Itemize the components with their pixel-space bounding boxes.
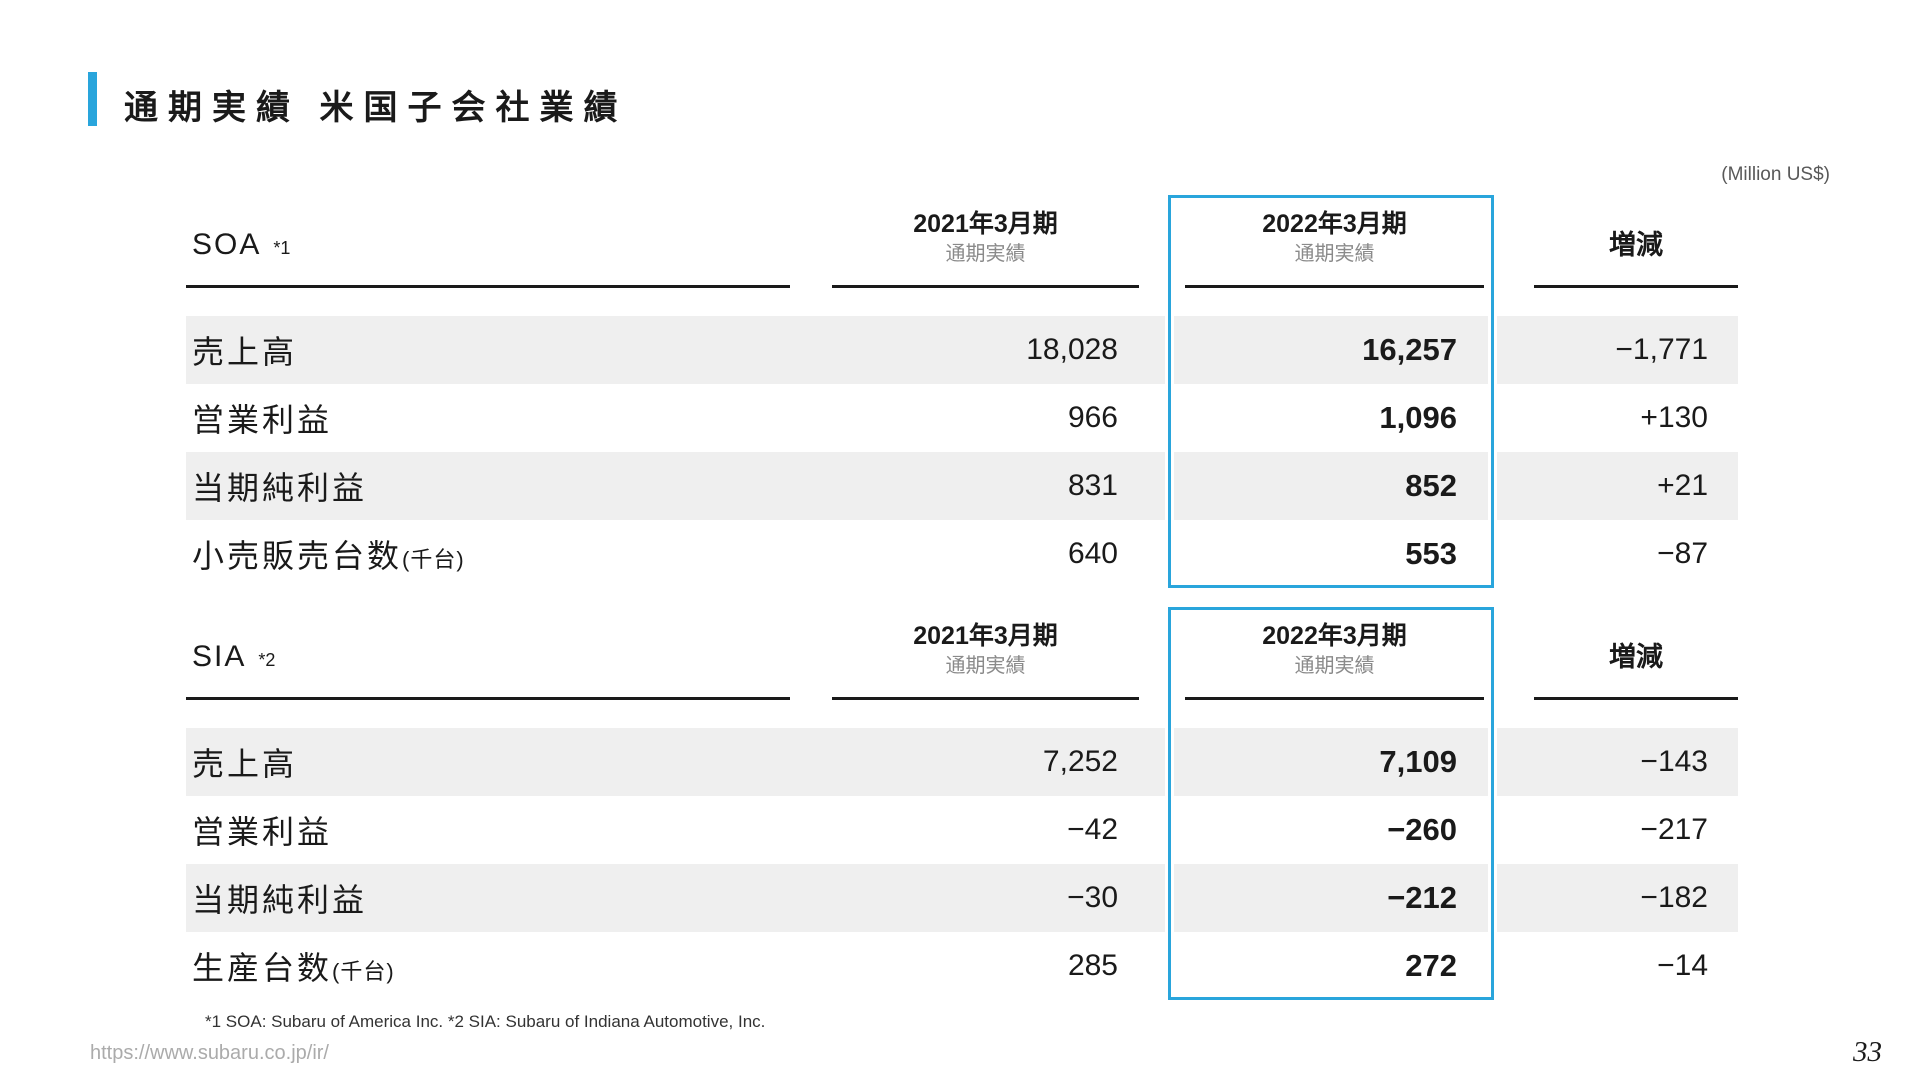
soa-col-change-header: 増減: [1609, 230, 1663, 260]
table-row: 生産台数(千台) 285 272 −14: [186, 932, 1738, 1000]
change-value: −182: [1640, 881, 1708, 914]
fy2022-value: 553: [1405, 536, 1457, 571]
table-row: 売上高 7,252 7,109 −143: [186, 728, 1738, 796]
footnote: *1 SOA: Subaru of America Inc. *2 SIA: S…: [205, 1012, 766, 1031]
change-value: −14: [1657, 949, 1708, 982]
table-row: 当期純利益 −30 −212 −182: [186, 864, 1738, 932]
row-label-unit: (千台): [402, 547, 465, 572]
sia-col-change-header: 増減: [1609, 642, 1663, 672]
fy2022-value: 272: [1405, 948, 1457, 983]
title-accent-bar: [88, 72, 97, 126]
change-value: −1,771: [1615, 333, 1708, 366]
change-value: +130: [1640, 401, 1708, 434]
row-label: 当期純利益: [192, 882, 368, 918]
unit-note: (Million US$): [1721, 164, 1830, 185]
row-label: 生産台数: [192, 950, 333, 986]
soa-col-fy2022-title: 2022年3月期: [1262, 210, 1407, 238]
page-number: 33: [1853, 1036, 1882, 1068]
change-value: −87: [1657, 537, 1708, 570]
fy2021-value: 18,028: [1026, 333, 1118, 366]
fy2022-value: −212: [1387, 880, 1457, 915]
row-label: 当期純利益: [192, 470, 368, 506]
page-title: 通期実績 米国子会社業績: [124, 89, 628, 127]
sia-col-fy2021-header: 2021年3月期 通期実績: [832, 622, 1139, 677]
change-value: −143: [1640, 745, 1708, 778]
soa-col-fy2021-title: 2021年3月期: [913, 210, 1058, 238]
sia-footnote-ref: *2: [258, 650, 276, 670]
soa-name-label: SOA: [192, 228, 262, 261]
sia-col-fy2022-header: 2022年3月期 通期実績: [1185, 622, 1484, 677]
source-url: https://www.subaru.co.jp/ir/: [90, 1042, 329, 1064]
fy2022-value: −260: [1387, 812, 1457, 847]
row-label: 営業利益: [192, 814, 333, 850]
sia-name-label: SIA: [192, 640, 247, 673]
fy2022-value: 7,109: [1379, 744, 1457, 779]
sia-underline-fy2021: [832, 697, 1139, 700]
fy2022-value: 852: [1405, 468, 1457, 503]
table-row: 営業利益 966 1,096 +130: [186, 384, 1738, 452]
sia-table-name: SIA *2: [192, 640, 275, 674]
change-value: +21: [1657, 469, 1708, 502]
table-row: 営業利益 −42 −260 −217: [186, 796, 1738, 864]
sia-underline-fy2022: [1185, 697, 1484, 700]
row-label: 営業利益: [192, 402, 333, 438]
sia-col-fy2022-subtitle: 通期実績: [1294, 654, 1375, 677]
fy2021-value: 831: [1067, 469, 1118, 502]
soa-col-fy2021-subtitle: 通期実績: [945, 242, 1026, 265]
soa-col-fy2021-header: 2021年3月期 通期実績: [832, 210, 1139, 265]
sia-table: SIA *2 2021年3月期 通期実績 2022年3月期 通期実績 増減 売上高…: [186, 607, 1738, 1000]
soa-table-body: 売上高 18,028 16,257 −1,771 営業利益 966 1,096 …: [186, 316, 1738, 588]
fy2021-value: 966: [1067, 401, 1118, 434]
fy2021-value: 640: [1067, 537, 1118, 570]
row-label: 売上高: [192, 746, 298, 782]
fy2021-value: −42: [1067, 813, 1118, 846]
fy2021-value: 7,252: [1042, 745, 1118, 778]
row-label-unit: (千台): [332, 959, 395, 984]
fy2021-value: −30: [1067, 881, 1118, 914]
soa-footnote-ref: *1: [273, 238, 291, 258]
fy2022-value: 16,257: [1362, 332, 1457, 367]
soa-underline-label: [186, 285, 790, 288]
sia-col-fy2021-title: 2021年3月期: [913, 622, 1058, 650]
soa-table: SOA *1 2021年3月期 通期実績 2022年3月期 通期実績 増減 売上高…: [186, 195, 1738, 588]
table-row: 当期純利益 831 852 +21: [186, 452, 1738, 520]
table-row: 小売販売台数(千台) 640 553 −87: [186, 520, 1738, 588]
sia-table-header: SIA *2 2021年3月期 通期実績 2022年3月期 通期実績 増減: [186, 607, 1738, 700]
soa-col-fy2022-header: 2022年3月期 通期実績: [1185, 210, 1484, 265]
table-row: 売上高 18,028 16,257 −1,771: [186, 316, 1738, 384]
soa-underline-fy2021: [832, 285, 1139, 288]
soa-col-fy2022-subtitle: 通期実績: [1294, 242, 1375, 265]
row-label: 売上高: [192, 334, 298, 370]
fy2022-value: 1,096: [1379, 400, 1457, 435]
sia-col-fy2022-title: 2022年3月期: [1262, 622, 1407, 650]
sia-table-body: 売上高 7,252 7,109 −143 営業利益 −42 −260 −217 …: [186, 728, 1738, 1000]
soa-underline-change: [1534, 285, 1738, 288]
sia-underline-change: [1534, 697, 1738, 700]
soa-underline-fy2022: [1185, 285, 1484, 288]
sia-col-fy2021-subtitle: 通期実績: [945, 654, 1026, 677]
change-value: −217: [1640, 813, 1708, 846]
sia-underline-label: [186, 697, 790, 700]
soa-table-name: SOA *1: [192, 228, 290, 262]
row-label: 小売販売台数: [192, 538, 403, 574]
soa-table-header: SOA *1 2021年3月期 通期実績 2022年3月期 通期実績 増減: [186, 195, 1738, 288]
fy2021-value: 285: [1067, 949, 1118, 982]
